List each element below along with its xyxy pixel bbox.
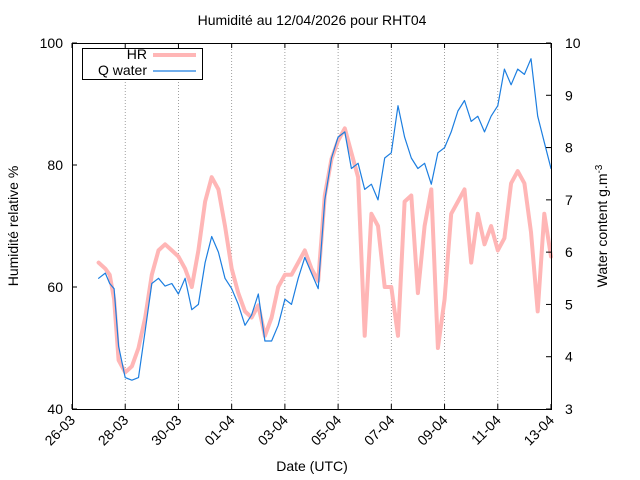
y2-tick-label: 8 — [565, 140, 573, 156]
y2-tick-label: 3 — [565, 401, 573, 417]
grid — [124, 43, 499, 409]
y2-tick-label: 10 — [565, 35, 581, 51]
y2-axis-label-superscript: -3 — [594, 164, 605, 173]
y2-tick-label: 4 — [565, 349, 573, 365]
y-tick-label: 40 — [47, 401, 63, 417]
y-tick-label: 60 — [47, 279, 63, 295]
x-axis-label: Date (UTC) — [276, 458, 348, 474]
y2-tick-label: 7 — [565, 192, 573, 208]
chart-title: Humidité au 12/04/2026 pour RHT04 — [198, 12, 427, 28]
y2-axis-label: Water content g.m-3 — [594, 164, 610, 287]
legend: HR Q water — [82, 46, 203, 80]
y-axis-label: Humidité relative % — [5, 166, 21, 287]
y2-tick-label: 9 — [565, 87, 573, 103]
y2-axis-label-text: Water content g.m — [594, 174, 610, 288]
series-layer — [96, 58, 553, 381]
y2-tick-label: 6 — [565, 244, 573, 260]
y-tick-label: 100 — [40, 35, 64, 51]
y2-tick-label: 5 — [565, 296, 573, 312]
series-line-q-water — [97, 58, 552, 381]
legend-label-hr: HR — [127, 46, 147, 62]
legend-label-q-water: Q water — [98, 62, 147, 78]
y-tick-label: 80 — [47, 157, 63, 173]
plot-frame — [72, 43, 552, 410]
